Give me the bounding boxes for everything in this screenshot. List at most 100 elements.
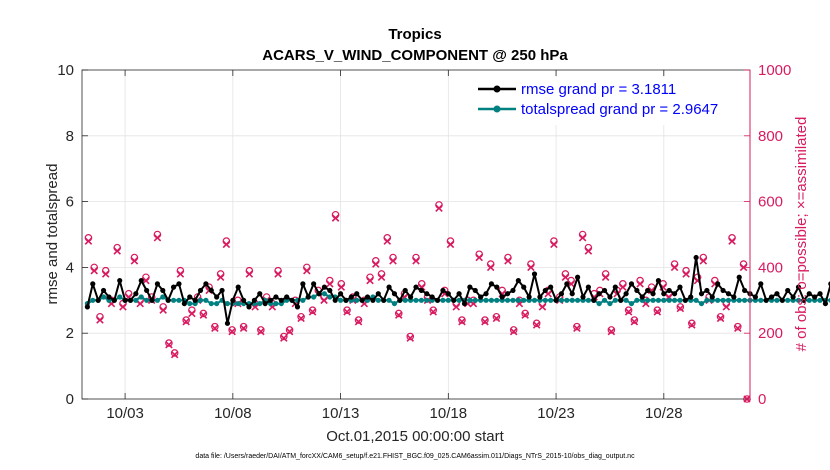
- obs-assimilated-point: [538, 303, 547, 311]
- rmse-point: [693, 254, 699, 261]
- rmse-point: [316, 291, 322, 297]
- totalspread-point: [208, 300, 214, 307]
- totalspread-point: [607, 300, 613, 307]
- obs-possible-point: [630, 316, 639, 324]
- obs-assimilated-point: [285, 327, 294, 336]
- totalspread-point: [575, 297, 581, 303]
- obs-assimilated-point: [607, 327, 616, 336]
- rmse-point: [478, 294, 484, 300]
- rmse-point: [666, 287, 672, 294]
- obs-assimilated-point: [630, 317, 639, 326]
- totalspread-point: [321, 291, 328, 297]
- rmse-point: [257, 291, 263, 297]
- totalspread-point: [564, 297, 570, 303]
- x-tick-label: 10/03: [106, 405, 144, 422]
- rmse-point: [440, 287, 446, 294]
- y-tick-label-right: 400: [758, 259, 783, 276]
- totalspread-point: [661, 297, 667, 303]
- totalspread-point: [337, 297, 344, 303]
- totalspread-point: [300, 297, 306, 303]
- chart-title: Tropics: [388, 26, 441, 43]
- totalspread-point: [510, 297, 516, 303]
- obs-assimilated-point: [670, 263, 679, 272]
- rmse-point: [709, 294, 715, 300]
- rmse-point: [181, 300, 187, 307]
- rmse-point: [790, 294, 796, 300]
- obs-assimilated-point: [331, 214, 340, 222]
- totalspread-point: [596, 300, 602, 307]
- obs-assimilated-point: [257, 327, 265, 336]
- totalspread-point: [725, 297, 732, 303]
- obs-assimilated-point: [113, 247, 121, 255]
- rmse-point: [812, 294, 818, 300]
- totalspread-point: [785, 297, 791, 303]
- data-file-footnote: data file: /Users/raeder/DAI/ATM_forcXX/…: [195, 453, 635, 460]
- obs-possible-point: [481, 316, 489, 324]
- totalspread-point: [224, 300, 231, 307]
- obs-assimilated-point: [699, 257, 708, 265]
- x-tick-label: 10/18: [430, 405, 468, 422]
- rmse-point: [424, 291, 430, 297]
- rmse-point: [580, 294, 586, 300]
- rmse-point: [806, 291, 812, 297]
- obs-assimilated-point: [406, 334, 415, 342]
- obs-possible-point: [429, 306, 438, 314]
- rmse-point: [375, 291, 381, 297]
- obs-assimilated-point: [578, 234, 587, 242]
- obs-assimilated-point: [481, 317, 489, 326]
- totalspread-point: [720, 297, 726, 303]
- totalspread-point: [548, 297, 554, 303]
- totalspread-point: [736, 297, 742, 303]
- rmse-point: [795, 284, 802, 290]
- totalspread-point: [138, 294, 144, 300]
- rmse-point: [655, 277, 662, 284]
- rmse-point: [779, 297, 785, 303]
- obs-possible-point: [607, 326, 616, 334]
- rmse-point: [661, 291, 667, 297]
- obs-assimilated-point: [182, 317, 190, 326]
- totalspread-point: [413, 297, 419, 303]
- obs-assimilated-point: [728, 237, 736, 245]
- obs-assimilated-point: [320, 296, 328, 305]
- obs-assimilated-point: [165, 340, 173, 349]
- obs-possible-point: [624, 306, 633, 314]
- rmse-point: [645, 287, 651, 294]
- obs-possible-point: [280, 332, 288, 341]
- obs-assimilated-point: [228, 327, 236, 336]
- y-tick-label: 6: [66, 194, 74, 211]
- obs-assimilated-point: [354, 317, 363, 326]
- y-tick-label-right: 800: [758, 128, 783, 145]
- rmse-point: [300, 281, 306, 287]
- obs-assimilated-point: [303, 266, 311, 275]
- totalspread-point: [235, 300, 241, 307]
- totalspread-point: [817, 297, 823, 303]
- rmse-point: [607, 294, 613, 300]
- totalspread-point: [187, 300, 193, 307]
- obs-possible-point: [165, 339, 173, 347]
- totalspread-point: [671, 297, 678, 303]
- rmse-point: [343, 297, 349, 303]
- ticks: 10/03 10/08 10/13 10/18 10/23 10/28 0 2 4 6 8 10 0 20…: [57, 62, 791, 422]
- chart-subtitle: ACARS_V_WIND_COMPONENT @ 250 hPa: [262, 47, 568, 64]
- rmse-point: [203, 281, 209, 287]
- rmse-point: [111, 297, 117, 303]
- rmse-point: [418, 287, 424, 294]
- obs-possible-point: [532, 319, 541, 328]
- rmse-point: [208, 287, 214, 294]
- obs-assimilated-point: [716, 314, 725, 323]
- totalspread-point: [117, 294, 123, 300]
- rmse-point: [262, 300, 268, 307]
- rmse-point: [671, 291, 678, 297]
- rmse-point: [122, 297, 128, 303]
- y-axis-label: rmse and totalspread: [44, 164, 61, 305]
- totalspread-point: [698, 300, 705, 307]
- totalspread-point: [650, 297, 656, 303]
- rmse-point: [715, 281, 721, 287]
- rmse-point: [445, 291, 451, 297]
- y-tick-label: 2: [66, 325, 74, 342]
- obs-assimilated-point: [624, 308, 633, 316]
- totalspread-point: [133, 297, 139, 303]
- obs-assimilated-point: [372, 260, 380, 268]
- y-tick-label-right: 200: [758, 325, 783, 342]
- rmse-point: [408, 294, 414, 300]
